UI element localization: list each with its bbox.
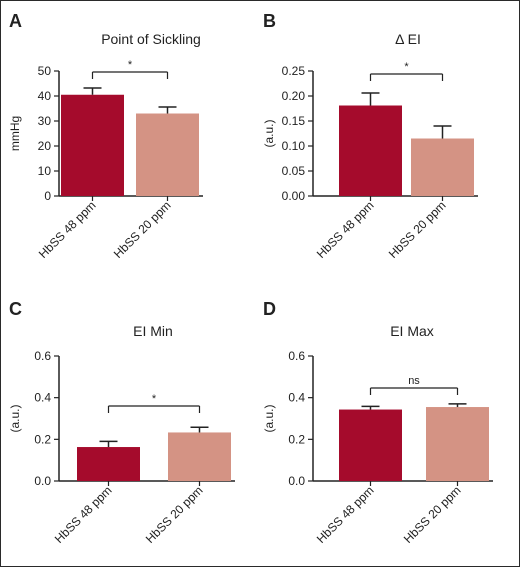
panel-c-y-tick-label: 0.2: [34, 432, 51, 446]
panel-b-y-tick-label: 0.00: [282, 189, 306, 203]
panel-d-y-tick-label: 0.4: [288, 391, 305, 405]
panel-c-title: EI Min: [133, 323, 173, 339]
panel-b-y-tick-label: 0.20: [282, 89, 306, 103]
panel-d-bar: [339, 409, 402, 481]
panel-c-bar: [168, 432, 231, 481]
panel-a-y-tick-label: 20: [38, 139, 52, 153]
panel-b-sig-label: *: [404, 61, 409, 73]
panel-a-y-tick-label: 0: [44, 189, 51, 203]
panel-b-bar: [339, 105, 402, 196]
panel-d-x-tick-label: HbSS 20 ppm: [401, 483, 464, 546]
panel-d-letter: D: [263, 299, 276, 319]
panel-b-letter: B: [263, 11, 276, 31]
panel-a-sig-label: *: [128, 59, 133, 71]
panel-a-x-tick-label: HbSS 20 ppm: [111, 198, 174, 261]
panel-d-bar: [426, 407, 489, 481]
panel-d-y-tick-label: 0.0: [288, 474, 305, 488]
panel-c-y-tick-label: 0.0: [34, 474, 51, 488]
panel-c-y-tick-label: 0.4: [34, 391, 51, 405]
panel-d-y-label: (a.u.): [262, 404, 276, 432]
panel-b-y-label: (a.u.): [262, 119, 276, 147]
panel-b-y-tick-label: 0.25: [282, 64, 306, 78]
panel-b-y-tick-label: 0.10: [282, 139, 306, 153]
panel-b-y-tick-label: 0.15: [282, 114, 306, 128]
panel-d-y-tick-label: 0.2: [288, 432, 305, 446]
panel-c-y-tick-label: 0.6: [34, 349, 51, 363]
panel-a-letter: A: [9, 11, 22, 31]
panel-d-y-tick-label: 0.6: [288, 349, 305, 363]
panel-a-x-tick-label: HbSS 48 ppm: [36, 198, 99, 261]
panel-a-y-tick-label: 30: [38, 114, 52, 128]
panel-c-sig-label: *: [152, 393, 157, 405]
panel-c-x-tick-label: HbSS 48 ppm: [52, 483, 115, 546]
panel-c-x-tick-label: HbSS 20 ppm: [143, 483, 206, 546]
panel-a-y-tick-label: 10: [38, 164, 52, 178]
panel-c-letter: C: [9, 299, 22, 319]
panel-b-title: Δ EI: [395, 31, 421, 47]
panel-a-y-label: mmHg: [8, 116, 22, 151]
panel-a-bar: [61, 94, 124, 196]
panel-b-x-tick-label: HbSS 20 ppm: [386, 198, 449, 261]
panel-c-y-label: (a.u.): [8, 404, 22, 432]
panel-a-bar: [136, 113, 199, 196]
panel-b-y-tick-label: 0.05: [282, 164, 306, 178]
panel-d-x-tick-label: HbSS 48 ppm: [314, 483, 377, 546]
panel-c-bar: [77, 447, 140, 481]
panel-b-x-tick-label: HbSS 48 ppm: [314, 198, 377, 261]
panel-a-y-tick-label: 50: [38, 64, 52, 78]
panel-a-y-tick-label: 40: [38, 89, 52, 103]
panel-d-sig-label: ns: [408, 375, 420, 387]
panel-b-bar: [411, 138, 474, 196]
panel-d-title: EI Max: [390, 323, 434, 339]
panel-a-title: Point of Sickling: [101, 31, 201, 47]
